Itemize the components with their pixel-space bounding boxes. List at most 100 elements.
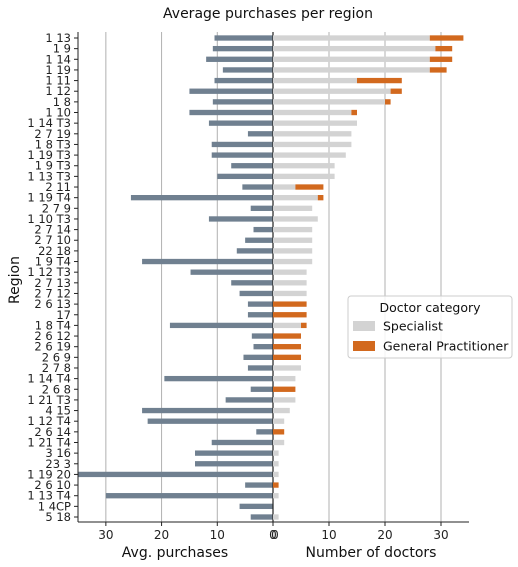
y-tick-label: 2 7 9 xyxy=(42,201,71,215)
y-tick-label: 1 19 T3 xyxy=(27,148,71,162)
specialist-bar xyxy=(273,418,285,424)
avg-purchase-bar xyxy=(195,450,273,456)
avg-purchase-bar xyxy=(211,141,273,148)
gp-bar xyxy=(273,344,301,350)
y-tick-label: 4 15 xyxy=(45,404,71,418)
y-tick-label: 2 11 xyxy=(45,180,71,194)
gp-bar xyxy=(273,333,301,339)
y-tick-label: 2 7 12 xyxy=(34,286,71,300)
left-x-axis-label: Avg. purchases xyxy=(122,545,228,561)
specialist-bar xyxy=(273,109,352,116)
avg-purchase-bar xyxy=(245,482,273,488)
specialist-bar xyxy=(273,269,307,275)
y-tick-label: 1 14 T4 xyxy=(27,372,71,386)
specialist-bar xyxy=(273,152,346,158)
specialist-bar xyxy=(273,120,357,126)
legend: Doctor category Specialist General Practit… xyxy=(347,295,513,359)
y-tick-label: 2 6 8 xyxy=(42,382,71,396)
avg-purchase-bar xyxy=(217,173,273,180)
avg-purchase-bar xyxy=(190,269,273,275)
y-tick-label: 1 19 T4 xyxy=(27,191,71,205)
avg-purchase-bar xyxy=(214,35,273,41)
gp-bar xyxy=(390,88,402,94)
specialist-bar xyxy=(273,375,296,382)
gp-bar xyxy=(429,35,464,41)
avg-purchase-bar xyxy=(250,205,273,211)
avg-purchase-bar xyxy=(251,333,273,339)
left-x-tick-label: 20 xyxy=(154,528,169,542)
y-tick-label: 1 9 T3 xyxy=(35,159,71,173)
y-tick-label: 2 6 19 xyxy=(34,340,71,354)
specialist-bar xyxy=(273,131,352,137)
y-tick-label: 1 11 xyxy=(45,74,71,88)
avg-purchase-bar xyxy=(236,248,273,254)
chart-title: Average purchases per region xyxy=(163,6,373,22)
y-tick-label: 22 18 xyxy=(38,244,71,258)
avg-purchase-bar xyxy=(247,301,273,307)
specialist-bar xyxy=(273,248,313,254)
y-tick-label: 17 xyxy=(56,308,71,322)
gp-bar xyxy=(273,312,307,318)
gp-bar xyxy=(385,99,391,105)
avg-purchase-bar xyxy=(212,45,273,52)
avg-purchase-bar xyxy=(247,312,273,318)
gp-bar xyxy=(357,77,402,84)
avg-purchase-bar xyxy=(253,226,273,233)
right-x-tick-label: 30 xyxy=(433,528,448,542)
avg-purchase-bar xyxy=(239,290,273,297)
gp-bar xyxy=(273,429,285,435)
avg-purchase-bar xyxy=(250,514,273,520)
y-axis-label: Region xyxy=(7,256,23,304)
avg-purchase-bar xyxy=(256,429,273,435)
y-tick-label: 2 7 13 xyxy=(34,276,71,290)
y-tick-label: 1 14 T3 xyxy=(27,116,71,130)
y-tick-label: 1 12 T4 xyxy=(27,414,71,428)
left-x-tick-label: 10 xyxy=(210,528,225,542)
gp-bar xyxy=(273,482,279,488)
specialist-bar xyxy=(273,258,313,265)
specialist-bar xyxy=(273,226,313,233)
y-tick-label: 1 21 T4 xyxy=(27,435,71,449)
y-tick-label: 5 18 xyxy=(45,510,71,524)
gp-bar xyxy=(301,322,307,329)
y-tick-label: 1 12 xyxy=(45,84,71,98)
y-tick-label: 1 8 T4 xyxy=(35,318,71,332)
specialist-bar xyxy=(273,407,290,414)
gp-bar xyxy=(273,301,307,307)
avg-purchase-bar xyxy=(253,344,273,350)
specialist-bar xyxy=(273,205,313,211)
specialist-bar xyxy=(273,322,301,329)
specialist-bar xyxy=(273,237,313,243)
gp-bar xyxy=(429,67,447,73)
avg-purchase-bar xyxy=(189,109,273,116)
avg-purchase-bar xyxy=(195,461,273,467)
y-tick-label: 2 6 14 xyxy=(34,425,71,439)
specialist-bar xyxy=(273,280,307,286)
avg-purchase-bar xyxy=(147,418,273,424)
y-tick-label: 1 19 xyxy=(45,63,71,77)
y-tick-label: 1 10 xyxy=(45,106,71,120)
avg-purchase-bar xyxy=(242,184,273,190)
y-tick-label: 1 9 xyxy=(53,42,71,56)
legend-title: Doctor category xyxy=(379,300,481,315)
avg-purchase-bar xyxy=(231,163,273,169)
y-tick-label: 1 13 xyxy=(45,31,71,45)
legend-box xyxy=(347,295,513,359)
right-x-tick-label: 10 xyxy=(321,528,336,542)
avg-purchase-bar xyxy=(211,439,273,446)
y-tick-label: 2 6 13 xyxy=(34,297,71,311)
avg-purchase-bar xyxy=(222,67,273,73)
specialist-bar xyxy=(273,365,301,371)
left-x-tick-label: 0 xyxy=(269,528,277,542)
left-panel: 30 20 10 0 xyxy=(77,32,277,542)
specialist-bar xyxy=(273,195,318,201)
y-tick-label: 1 13 T3 xyxy=(27,169,71,183)
y-tick-label: 1 10 T3 xyxy=(27,212,71,226)
specialist-bar xyxy=(273,77,357,84)
y-tick-label: 2 7 19 xyxy=(34,127,71,141)
avg-purchase-bar xyxy=(206,56,273,62)
specialist-bar xyxy=(273,471,279,478)
y-tick-label: 2 6 12 xyxy=(34,329,71,343)
avg-purchase-bar xyxy=(239,503,273,510)
